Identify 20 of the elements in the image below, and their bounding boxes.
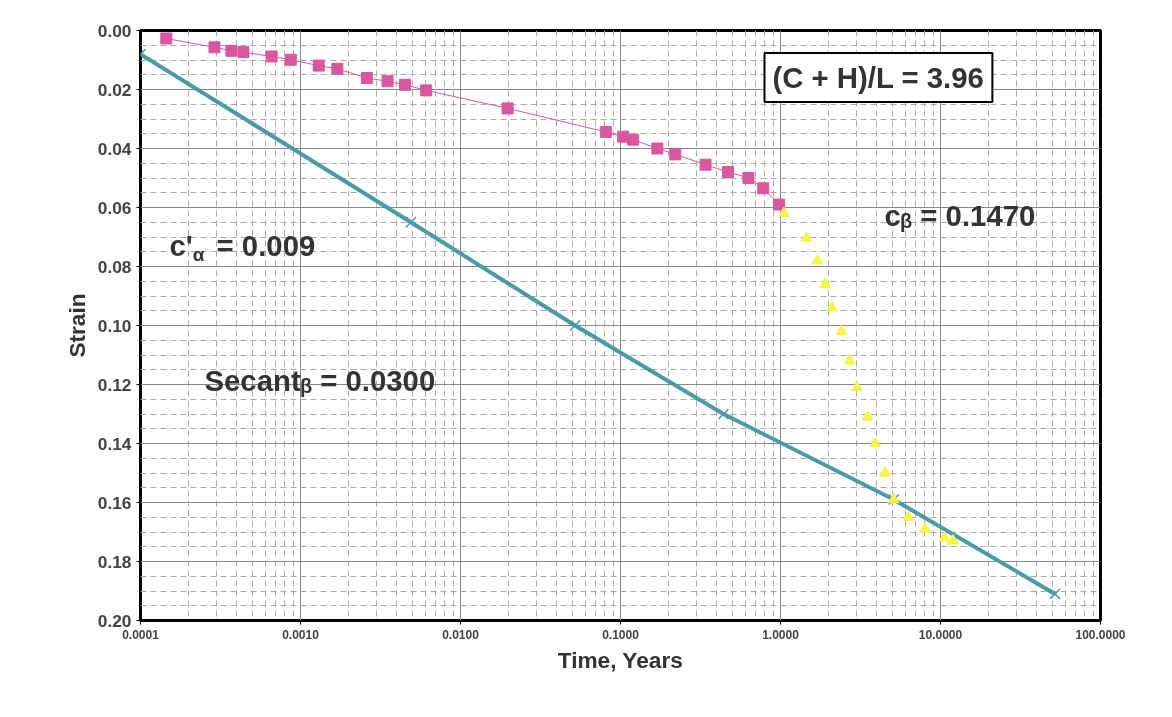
annotation: (C + H)/L = 3.96 [772,61,984,94]
y-tick-label: 0.12 [97,374,132,395]
y-axis-title: Strain [63,293,90,358]
x-axis-title: Time, Years [557,646,683,673]
y-tick-label: 0.06 [97,197,132,218]
y-tick-label: 0.10 [97,315,132,336]
y-tick-label: 0.08 [97,256,132,277]
y-tick-label: 0.18 [97,551,132,572]
y-tick-label: 0.02 [97,79,132,100]
x-tick-label: 1.0000 [762,627,800,642]
y-tick-label: 0.16 [97,492,132,513]
y-tick-label: 0.00 [97,20,132,41]
y-tick-label: 0.14 [97,433,132,454]
x-tick-label: 0.1000 [602,627,640,642]
annotation: cᵦ = 0.1470 [884,199,1036,232]
x-tick-label: 0.0010 [282,627,320,642]
x-tick-label: 0.0100 [442,627,480,642]
y-tick-label: 0.04 [97,138,132,159]
x-tick-label: 100.0000 [1075,627,1126,642]
x-tick-label: 10.0000 [918,627,963,642]
